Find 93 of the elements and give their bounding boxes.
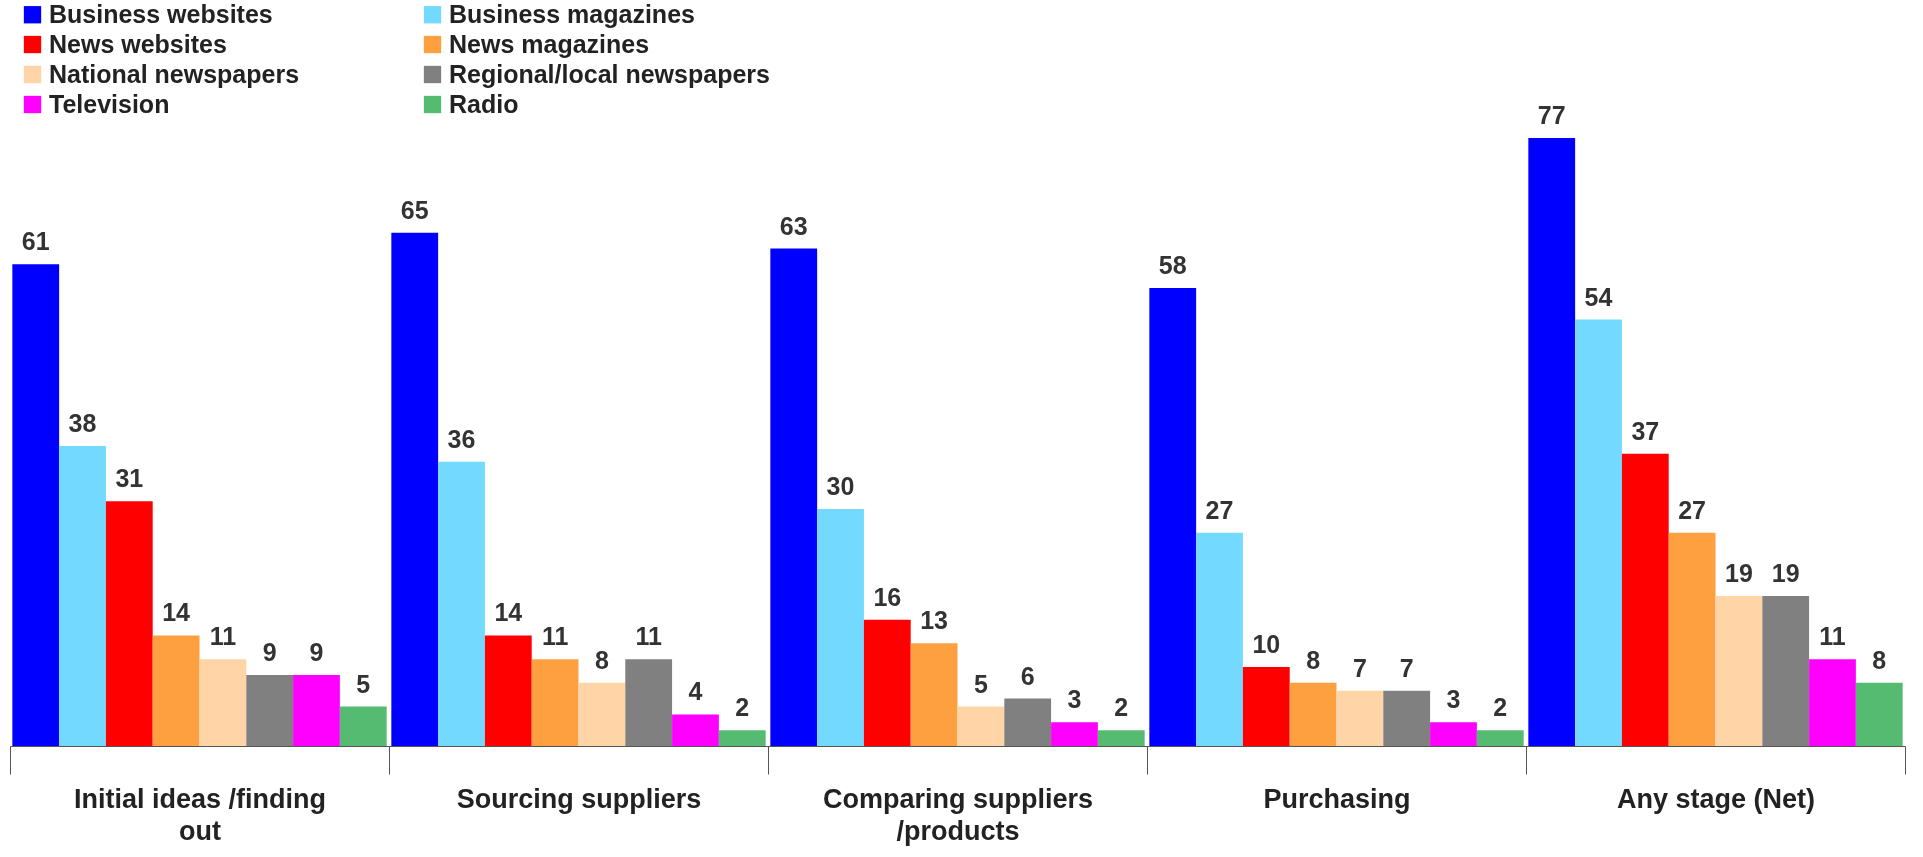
data-label: 36 <box>447 424 476 453</box>
bar <box>1051 722 1098 746</box>
data-label: 2 <box>1114 693 1129 722</box>
bar <box>152 635 200 746</box>
data-label: 77 <box>1537 101 1566 129</box>
data-label: 5 <box>356 669 371 698</box>
data-label: 14 <box>162 598 191 627</box>
data-label: 3 <box>1067 685 1082 714</box>
bar <box>1575 319 1622 746</box>
data-label: 37 <box>1631 416 1660 445</box>
bar <box>339 706 387 746</box>
data-label: 19 <box>1771 558 1800 587</box>
bar <box>199 659 247 746</box>
data-label: 8 <box>1872 645 1887 674</box>
bar <box>531 659 579 746</box>
bar <box>12 264 60 746</box>
legend-label: Television <box>49 89 170 118</box>
bar <box>957 706 1005 746</box>
bar <box>1430 722 1477 746</box>
data-label: 65 <box>400 195 429 224</box>
bar <box>1289 682 1337 746</box>
bar <box>105 501 153 746</box>
bar <box>438 461 485 746</box>
data-label: 27 <box>1678 495 1707 524</box>
data-label: 11 <box>635 622 662 651</box>
bar <box>672 714 719 746</box>
data-label: 54 <box>1584 282 1613 311</box>
data-label: 63 <box>779 211 808 240</box>
data-label: 27 <box>1205 495 1234 524</box>
bar <box>1242 667 1290 746</box>
data-label: 2 <box>1493 693 1508 722</box>
legend-label: Regional/local newspapers <box>449 59 770 88</box>
bar <box>293 674 340 746</box>
bar <box>1528 138 1576 746</box>
data-label: 4 <box>688 677 703 706</box>
data-label: 9 <box>309 637 324 666</box>
data-label: 8 <box>594 645 609 674</box>
data-label: 16 <box>873 582 902 611</box>
bar <box>1809 659 1856 746</box>
bar <box>863 619 911 746</box>
data-label: 31 <box>115 464 144 493</box>
bar <box>1476 730 1524 746</box>
legend-label: Business magazines <box>449 0 695 28</box>
data-label: 30 <box>826 472 855 501</box>
data-label: 11 <box>209 622 237 651</box>
data-label: 11 <box>1819 622 1846 651</box>
data-label: 10 <box>1252 630 1281 659</box>
data-label: 3 <box>1446 685 1461 714</box>
data-label: 9 <box>262 637 277 666</box>
bar <box>817 509 864 746</box>
bar <box>1336 690 1384 746</box>
bar <box>1097 730 1145 746</box>
data-label: 7 <box>1399 653 1414 682</box>
bar <box>1855 682 1903 746</box>
legend-label: News magazines <box>449 29 650 58</box>
x-tick-label: Sourcing suppliers <box>456 783 702 814</box>
bar <box>1149 288 1197 746</box>
data-label: 14 <box>494 598 523 627</box>
x-tick-label: Purchasing <box>1263 783 1411 814</box>
x-tick-label: Initial ideas /finding out <box>73 783 327 846</box>
legend-label: Radio <box>449 89 519 118</box>
data-label: 7 <box>1352 653 1367 682</box>
bar <box>484 635 532 746</box>
bar <box>1668 532 1716 746</box>
legend-label: Business websites <box>49 0 273 28</box>
bar <box>59 445 106 746</box>
bar <box>910 643 958 746</box>
x-tick-label: Comparing suppliers /products <box>822 783 1094 846</box>
bar <box>1004 698 1052 746</box>
bar <box>1196 532 1243 746</box>
data-label: 38 <box>68 408 97 437</box>
data-label: 19 <box>1724 558 1753 587</box>
bar <box>1762 595 1810 746</box>
legend-label: News websites <box>49 29 227 58</box>
data-label: 6 <box>1020 661 1035 690</box>
bar <box>391 232 439 746</box>
bar <box>246 674 294 746</box>
data-label: 61 <box>21 227 50 256</box>
data-label: 11 <box>541 622 569 651</box>
bar <box>770 248 818 746</box>
data-label: 8 <box>1306 645 1321 674</box>
bar <box>1621 453 1669 746</box>
data-label: 13 <box>920 606 949 635</box>
bar <box>718 730 766 746</box>
data-label: 58 <box>1158 251 1187 280</box>
bar <box>1383 690 1431 746</box>
bar <box>625 659 673 746</box>
legend-label: National newspapers <box>49 59 300 88</box>
data-label: 2 <box>735 693 750 722</box>
bar <box>1715 595 1763 746</box>
bar <box>578 682 626 746</box>
data-label: 5 <box>973 669 988 698</box>
x-tick-label: Any stage (Net) <box>1616 783 1816 814</box>
